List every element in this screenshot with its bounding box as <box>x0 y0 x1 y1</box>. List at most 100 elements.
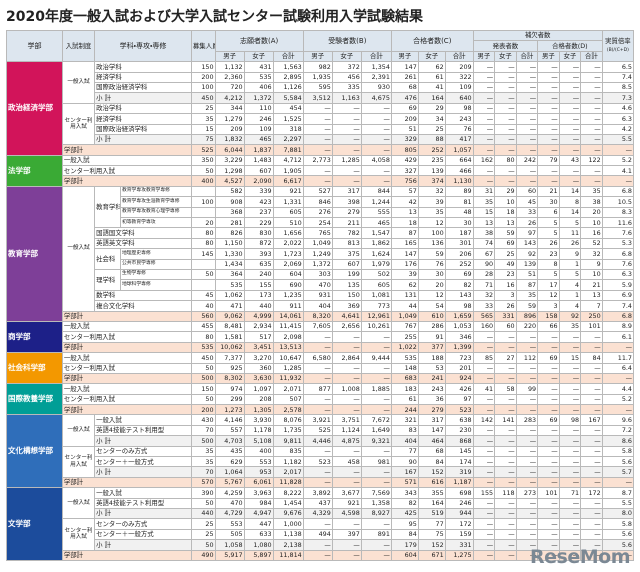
data-cell: 235 <box>417 154 446 167</box>
data-cell: 12 <box>537 289 560 302</box>
data-cell: — <box>472 445 496 458</box>
data-cell: 1,008 <box>331 383 362 395</box>
table-row: 学部計 535 10,062 3,451 13,513— — —1,022 377 1,399—… <box>7 341 635 354</box>
data-cell: 261 <box>390 71 419 83</box>
data-cell: 404 <box>390 435 419 447</box>
data-cell: — <box>302 175 333 187</box>
data-cell: 6.3 <box>601 268 635 281</box>
data-cell: — <box>302 476 333 489</box>
data-cell: 98 <box>558 414 582 426</box>
data-cell: — <box>537 404 560 416</box>
data-cell: 1,358 <box>360 497 392 509</box>
table-row: センター利用入試 政治学科 25 344 110 454— — —69 29 98— — — — — —4.… <box>7 102 635 146</box>
header-cell: 男子 <box>537 50 560 63</box>
data-cell: 237 <box>243 206 274 219</box>
data-cell: — <box>537 497 560 509</box>
data-cell: 167 <box>390 466 419 478</box>
data-cell: 471 <box>214 300 245 312</box>
data-cell <box>190 258 216 271</box>
data-cell: — <box>494 507 517 520</box>
data-cell: 1,235 <box>272 289 304 302</box>
data-cell: 79 <box>537 154 560 167</box>
data-cell: — <box>331 393 362 406</box>
data-cell: 765 <box>302 227 333 239</box>
data-cell: 23 <box>537 248 560 260</box>
data-cell: 535 <box>214 279 245 291</box>
data-cell: 87 <box>515 279 539 291</box>
data-cell: 75 <box>190 133 216 146</box>
data-cell: — <box>472 331 496 343</box>
data-cell: 50 <box>190 393 216 406</box>
data-cell: 510 <box>272 217 304 229</box>
data-cell: — <box>515 372 539 385</box>
table-row: センター＋一般方式 35 629 553 1,182 523 458 981 90 84 174— —… <box>7 455 635 468</box>
data-cell: 45 <box>515 196 539 208</box>
data-cell: 39 <box>417 196 446 208</box>
data-cell: 10 <box>494 196 517 208</box>
data-cell: 2,090 <box>243 175 274 187</box>
total-label: 学部計 <box>61 175 192 187</box>
data-cell: 200 <box>190 404 216 416</box>
table-row: 国語国文学科 80 826 830 1,656 765 782 1,547 87 100 187 38… <box>7 227 635 239</box>
data-cell: — <box>558 341 582 354</box>
data-cell: 3,512 <box>302 92 333 104</box>
data-cell: 273 <box>515 487 539 499</box>
data-cell: 7.4 <box>601 300 635 312</box>
data-cell: 3,892 <box>302 487 333 499</box>
data-cell: — <box>515 133 539 146</box>
data-cell: 6.8 <box>601 248 635 260</box>
data-cell: 80 <box>190 331 216 343</box>
data-cell: — <box>515 445 539 458</box>
data-cell: — <box>494 362 517 374</box>
data-cell: — <box>558 165 582 177</box>
table-row: 法学部 一般入試 350 3,229 1,483 4,712 2,773 1,285 4,058… <box>6 154 635 187</box>
data-cell: — <box>331 123 362 135</box>
data-cell: — <box>472 81 496 94</box>
data-cell: 607 <box>243 165 274 177</box>
data-cell: — <box>472 466 496 478</box>
data-cell: — <box>360 165 392 177</box>
data-cell: 1,372 <box>302 258 333 271</box>
data-cell: — <box>537 92 560 104</box>
data-cell: 638 <box>444 414 474 426</box>
data-cell: 1,659 <box>444 310 474 322</box>
data-cell: 15 <box>558 352 582 364</box>
faculty-cell: 政治経済学部 <box>6 61 63 156</box>
data-cell: 176 <box>390 258 419 271</box>
data-cell: 98 <box>444 300 474 312</box>
data-cell: 1,097 <box>243 383 274 395</box>
data-cell: 4,329 <box>302 507 333 520</box>
data-cell: 417 <box>444 133 474 146</box>
dept-cell: 英語4技能テスト利用型 <box>94 424 192 437</box>
data-cell: 2,895 <box>272 71 304 83</box>
dept-cell: センター＋一般方式 <box>94 455 192 468</box>
table-row: 複合文化学科 40 471 440 911 404 369 773 44 54 98 33 26 59 3 4… <box>7 300 635 312</box>
system-cell: 一般入試 <box>61 320 192 333</box>
data-cell: — <box>580 71 603 83</box>
data-cell: 560 <box>190 310 216 322</box>
data-cell: 71 <box>472 279 496 291</box>
data-cell: 58 <box>494 383 517 395</box>
data-cell: — <box>331 466 362 478</box>
data-cell: 62 <box>390 279 419 291</box>
data-cell: — <box>331 445 362 458</box>
data-cell: 70 <box>190 424 216 437</box>
header-cell: 志願者数(A) <box>214 30 304 52</box>
data-cell: 10 <box>580 268 603 281</box>
data-cell <box>190 206 216 219</box>
data-cell: 465 <box>360 217 392 229</box>
data-cell: 57 <box>390 185 419 198</box>
data-cell: — <box>494 102 517 115</box>
data-cell: 174 <box>444 455 474 468</box>
data-cell: 13 <box>390 206 419 219</box>
data-cell: 8,481 <box>214 320 245 333</box>
data-cell: 1,305 <box>243 404 274 416</box>
data-cell: 8.5 <box>601 81 635 94</box>
data-cell: — <box>601 476 635 489</box>
data-cell: — <box>515 341 539 354</box>
data-cell: 10,062 <box>214 341 245 354</box>
data-cell: 2,656 <box>331 320 362 333</box>
data-cell: 1,285 <box>331 154 362 167</box>
system-cell: センター利用入試 <box>61 102 96 146</box>
header-cell: 男子 <box>302 50 333 63</box>
